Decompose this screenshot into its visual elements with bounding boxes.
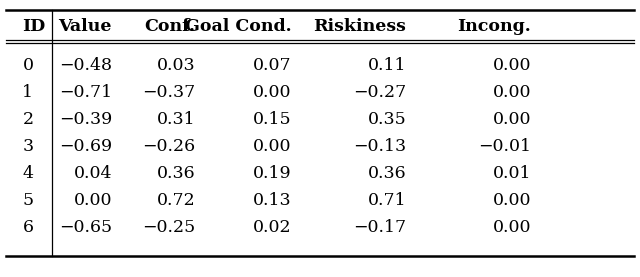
Text: 0.01: 0.01 (493, 165, 531, 182)
Text: Conf.: Conf. (144, 18, 195, 35)
Text: 0.71: 0.71 (368, 192, 406, 209)
Text: Riskiness: Riskiness (314, 18, 406, 35)
Text: 0.35: 0.35 (367, 111, 406, 128)
Text: 0.72: 0.72 (156, 192, 195, 209)
Text: 0.36: 0.36 (368, 165, 406, 182)
Text: −0.39: −0.39 (59, 111, 112, 128)
Text: 0.03: 0.03 (157, 57, 195, 74)
Text: 0.07: 0.07 (253, 57, 291, 74)
Text: −0.27: −0.27 (353, 84, 406, 101)
Text: −0.48: −0.48 (59, 57, 112, 74)
Text: 0.00: 0.00 (493, 111, 531, 128)
Text: 0.04: 0.04 (74, 165, 112, 182)
Text: 1: 1 (22, 84, 33, 101)
Text: 0.19: 0.19 (253, 165, 291, 182)
Text: −0.26: −0.26 (142, 138, 195, 155)
Text: 2: 2 (22, 111, 33, 128)
Text: ID: ID (22, 18, 45, 35)
Text: 0.00: 0.00 (493, 84, 531, 101)
Text: −0.37: −0.37 (142, 84, 195, 101)
Text: Incong.: Incong. (458, 18, 531, 35)
Text: 5: 5 (22, 192, 33, 209)
Text: 0: 0 (22, 57, 33, 74)
Text: 0.36: 0.36 (157, 165, 195, 182)
Text: 3: 3 (22, 138, 33, 155)
Text: −0.01: −0.01 (478, 138, 531, 155)
Text: 0.00: 0.00 (493, 192, 531, 209)
Text: 4: 4 (22, 165, 33, 182)
Text: −0.69: −0.69 (59, 138, 112, 155)
Text: −0.17: −0.17 (353, 219, 406, 237)
Text: −0.25: −0.25 (142, 219, 195, 237)
Text: 0.00: 0.00 (493, 219, 531, 237)
Text: Value: Value (58, 18, 112, 35)
Text: 0.02: 0.02 (253, 219, 291, 237)
Text: 0.31: 0.31 (157, 111, 195, 128)
Text: 0.00: 0.00 (493, 57, 531, 74)
Text: 0.11: 0.11 (368, 57, 406, 74)
Text: 0.00: 0.00 (253, 84, 291, 101)
Text: 0.00: 0.00 (253, 138, 291, 155)
Text: −0.65: −0.65 (59, 219, 112, 237)
Text: 6: 6 (22, 219, 33, 237)
Text: Goal Cond.: Goal Cond. (184, 18, 291, 35)
Text: −0.13: −0.13 (353, 138, 406, 155)
Text: 0.00: 0.00 (74, 192, 112, 209)
Text: 0.15: 0.15 (253, 111, 291, 128)
Text: 0.13: 0.13 (253, 192, 291, 209)
Text: −0.71: −0.71 (59, 84, 112, 101)
